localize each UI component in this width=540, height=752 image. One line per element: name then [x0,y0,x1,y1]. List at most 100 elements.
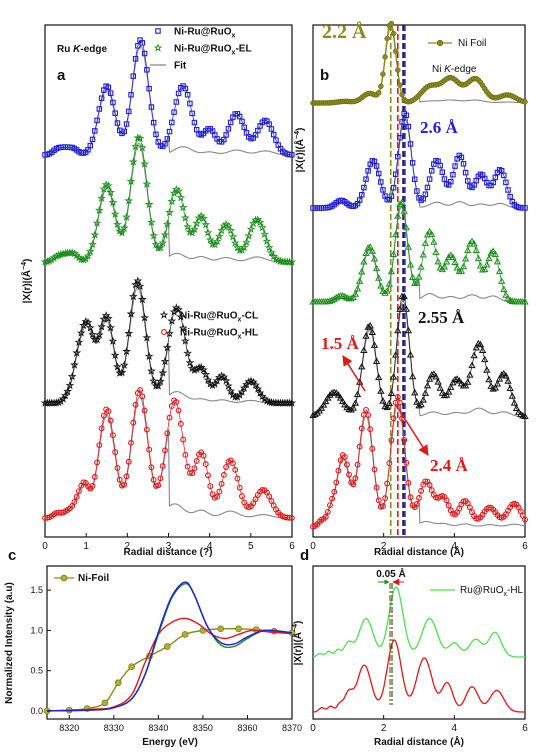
data-point [397,135,403,141]
data-point [217,625,225,633]
data-point [356,443,363,450]
data-point [413,279,421,286]
data-point [178,202,188,212]
data-point [130,419,137,426]
data-point [70,360,79,369]
panel-c-frame [46,565,293,720]
legend-label: Fit [174,61,187,72]
data-point [512,404,521,412]
data-point [489,385,497,392]
data-point [201,220,211,229]
data-point [165,207,174,217]
data-point [201,370,211,379]
legend-marker [159,310,169,319]
data-point [411,388,419,396]
data-point [219,372,229,381]
data-point [72,348,82,357]
data-point [470,351,478,359]
data-point [174,186,183,195]
data-point [358,425,365,432]
data-point [434,257,442,265]
data-point [180,213,190,222]
data-point [452,163,458,169]
data-point [121,128,127,135]
data-point [153,131,159,138]
data-point [107,417,114,424]
ytick-label: 0.5 [30,666,43,676]
data-point [65,381,75,390]
data-point [117,368,127,377]
data-point [126,176,136,186]
data-point [386,460,393,467]
data-point [135,281,145,291]
data-point [144,67,150,73]
data-point [183,222,193,231]
data-point [218,480,225,487]
data-point [363,176,369,182]
data-point [378,83,384,90]
data-point [89,483,96,489]
legend-marker-ni-foil-c [60,574,68,582]
panel-d-label: d [300,547,309,564]
data-point [363,406,369,413]
panel-c-label: c [8,547,16,564]
data-point [493,257,502,265]
data-point [349,293,357,300]
data-point [194,363,204,372]
data-point [336,394,345,401]
data-point [119,360,129,369]
data-point [451,375,459,383]
data-point [445,253,453,260]
data-point [109,432,116,439]
data-point [156,376,165,386]
data-point [358,362,366,370]
data-point [162,141,168,147]
series-markers-0 [310,20,528,106]
data-point [430,238,438,245]
data-point [407,494,414,501]
data-point [311,410,319,418]
data-point [372,357,381,364]
xtick-label: 6 [522,723,528,734]
data-point [421,389,430,396]
data-point [167,316,177,325]
data-point [378,179,384,185]
data-point [462,169,469,176]
data-point [508,392,516,399]
data-point [153,381,163,390]
xtick-label: 0 [310,541,316,552]
data-point [413,398,421,405]
data-point [409,160,416,166]
data-point [406,350,415,358]
data-point [223,464,230,470]
data-point [113,362,122,371]
data-point [148,464,155,471]
data-point [106,187,116,197]
data-point [478,346,487,353]
data-point [105,408,112,415]
xtick-label: 2 [381,541,387,552]
data-point [202,461,209,468]
data-point [142,179,152,188]
data-point [416,495,422,501]
data-point [267,248,276,257]
data-point [210,240,220,249]
data-point [184,463,191,470]
data-point [347,405,355,413]
data-point [85,323,95,332]
data-point [192,218,201,228]
panel-d-xticks: 0 2 4 6 [310,715,528,734]
data-point [132,56,139,62]
arrow-to-1.5 [342,355,366,392]
data-point [177,420,184,427]
data-point [522,205,528,211]
data-point [101,699,109,707]
data-point [343,461,350,468]
panel-a-traces [40,37,297,521]
data-point [239,383,249,392]
data-point [92,335,102,344]
data-point [457,267,466,274]
data-point [405,479,412,486]
data-point [114,679,122,687]
